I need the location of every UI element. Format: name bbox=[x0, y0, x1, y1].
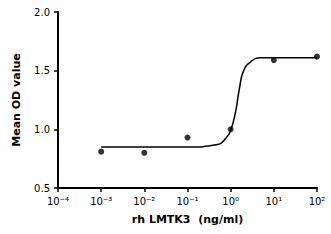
svg-text:10⁻⁴: 10⁻⁴ bbox=[47, 196, 69, 207]
svg-text:10⁻¹: 10⁻¹ bbox=[176, 196, 198, 207]
svg-text:10⁻²: 10⁻² bbox=[133, 196, 155, 207]
svg-text:10⁰: 10⁰ bbox=[222, 196, 239, 207]
svg-text:10¹: 10¹ bbox=[265, 196, 282, 207]
svg-text:1.5: 1.5 bbox=[34, 65, 50, 76]
svg-text:rh LMTK3 (ng/ml): rh LMTK3 (ng/ml) bbox=[132, 213, 243, 226]
svg-text:2.0: 2.0 bbox=[34, 7, 50, 18]
svg-text:1.0: 1.0 bbox=[34, 124, 50, 135]
svg-text:0.5: 0.5 bbox=[34, 183, 50, 194]
svg-text:Mean OD value: Mean OD value bbox=[10, 53, 23, 146]
svg-text:10⁻³: 10⁻³ bbox=[90, 196, 112, 207]
svg-text:10²: 10² bbox=[309, 196, 326, 207]
